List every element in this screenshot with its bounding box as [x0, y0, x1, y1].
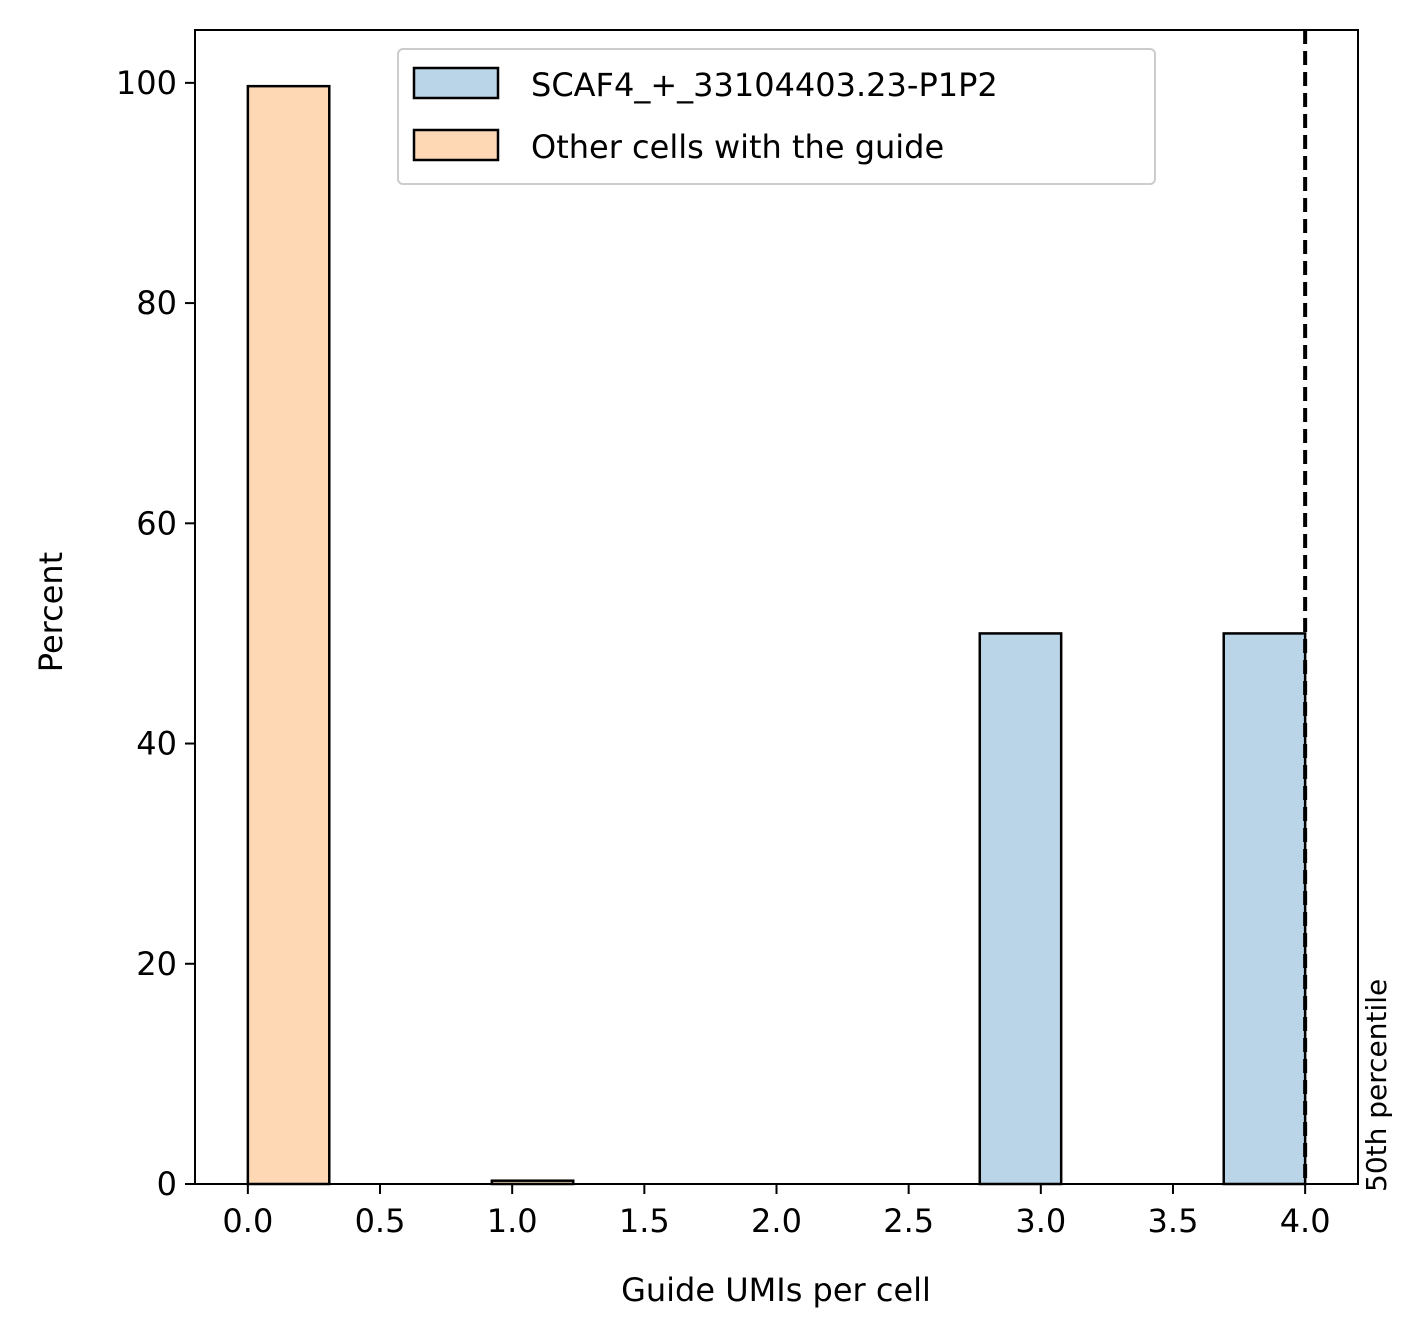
- x-tick-label: 1.0: [487, 1202, 538, 1240]
- x-axis-ticks: 0.0 0.5 1.0 1.5 2.0 2.5 3.0 3.5 4.0: [222, 1184, 1331, 1240]
- y-tick-label: 60: [136, 504, 177, 542]
- x-tick-label: 0.0: [222, 1202, 273, 1240]
- legend-swatch-other: [412, 128, 500, 162]
- y-tick-label: 40: [136, 725, 177, 763]
- bar-series0-bin0: [978, 632, 1063, 1186]
- bar-series1-bin0: [246, 84, 331, 1186]
- legend-label-scaf4: SCAF4_+_33104403.23-P1P2: [531, 66, 998, 104]
- y-axis-title: Percent: [32, 552, 70, 672]
- y-tick-label: 100: [116, 64, 177, 102]
- x-axis-title: Guide UMIs per cell: [621, 1271, 931, 1309]
- legend-box: [397, 48, 1156, 185]
- y-tick-label: 0: [157, 1165, 177, 1203]
- x-tick-label: 1.5: [619, 1202, 670, 1240]
- y-tick-label: 20: [136, 945, 177, 983]
- y-axis-ticks: 0 20 40 60 80 100: [116, 64, 195, 1203]
- x-tick-label: 2.5: [883, 1202, 934, 1240]
- legend: SCAF4_+_33104403.23-P1P2 Other cells wit…: [397, 48, 1156, 185]
- bar-series0-bin1: [1222, 632, 1307, 1186]
- x-tick-label: 4.0: [1280, 1202, 1331, 1240]
- x-tick-label: 3.0: [1015, 1202, 1066, 1240]
- x-tick-label: 2.0: [751, 1202, 802, 1240]
- x-tick-label: 0.5: [355, 1202, 406, 1240]
- x-tick-label: 3.5: [1148, 1202, 1199, 1240]
- bars-layer: [246, 84, 1307, 1186]
- legend-swatch-scaf4: [412, 66, 500, 100]
- percentile-label: 50th percentile: [1360, 979, 1393, 1192]
- y-tick-label: 80: [136, 284, 177, 322]
- plot-frame: [194, 29, 1359, 1185]
- legend-label-other: Other cells with the guide: [531, 128, 944, 166]
